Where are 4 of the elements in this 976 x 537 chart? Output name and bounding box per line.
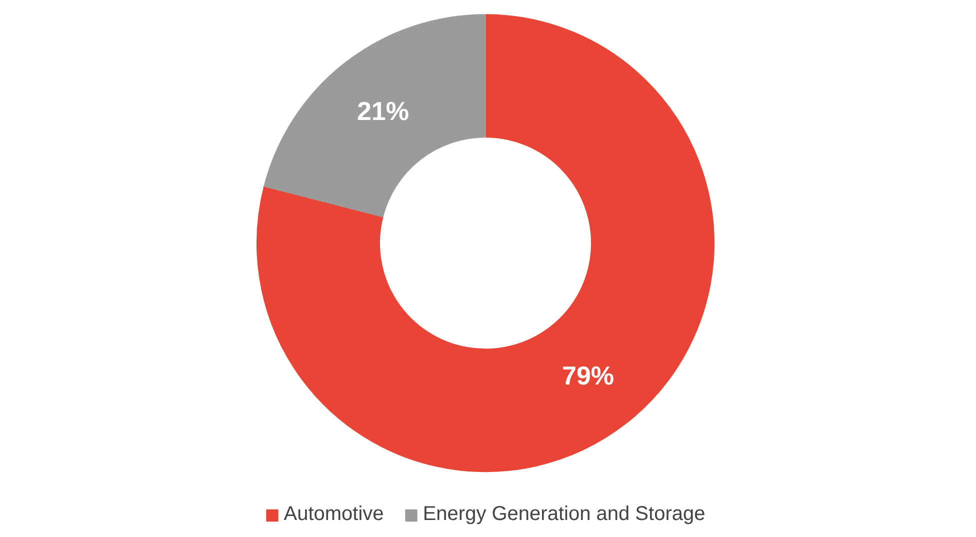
legend-label: Energy Generation and Storage	[422, 503, 706, 526]
legend-label: Automotive	[284, 503, 384, 526]
data-label: 21%	[356, 96, 410, 126]
data-label: 79%	[562, 360, 614, 390]
